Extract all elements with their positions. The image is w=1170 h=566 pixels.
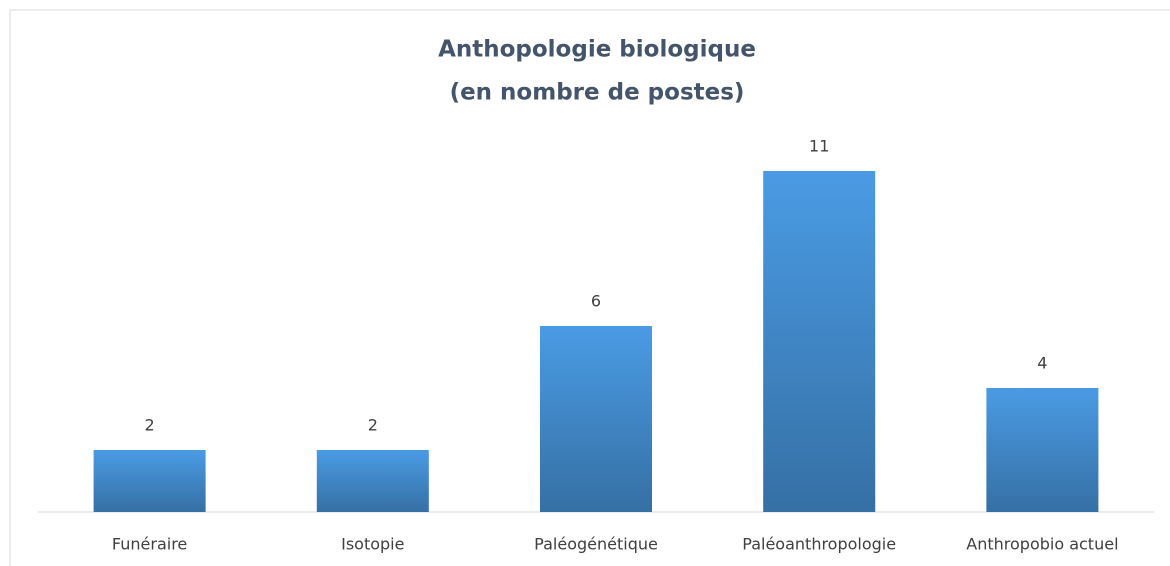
bar-shade [93, 450, 206, 512]
data-label: 2 [368, 416, 378, 435]
x-tick-label: Paléogénétique [534, 535, 658, 554]
bar-shade [986, 388, 1099, 512]
chart-title: Anthopologie biologique [438, 37, 756, 63]
bar-shade [316, 450, 429, 512]
data-label: 4 [1037, 354, 1047, 373]
data-label: 2 [145, 416, 155, 435]
bar-shade [763, 171, 876, 512]
data-label: 6 [591, 292, 601, 311]
bar-shade [540, 326, 652, 512]
x-tick-label: Anthropobio actuel [966, 535, 1118, 554]
chart-subtitle: (en nombre de postes) [450, 80, 745, 106]
x-tick-label: Paléoanthropologie [742, 535, 896, 554]
x-tick-label: Isotopie [341, 535, 404, 554]
data-label: 11 [809, 137, 829, 156]
x-tick-label: Funéraire [112, 535, 187, 554]
